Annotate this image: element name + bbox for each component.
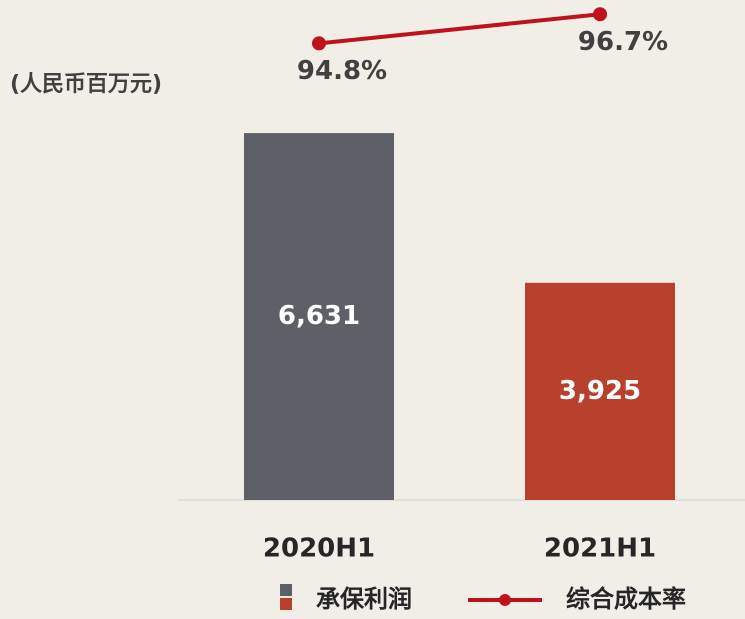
y-axis-label: (人民币百万元) <box>10 72 162 97</box>
chart: (人民币百万元) 6,631 3,925 94.8% 96.7% 2020H1 2021H… <box>0 0 745 619</box>
legend-swatch <box>280 598 292 610</box>
line-point <box>312 36 326 50</box>
legend-swatch <box>280 584 292 596</box>
x-tick-label: 2021H1 <box>544 534 656 564</box>
line-value-label: 94.8% <box>297 56 387 86</box>
legend-swatch <box>499 594 511 606</box>
line-point <box>593 7 607 21</box>
bar-value-label: 3,925 <box>559 376 641 406</box>
legend-label: 综合成本率 <box>566 585 686 613</box>
legend-label: 承保利润 <box>316 585 412 613</box>
line-value-label: 96.7% <box>578 27 668 57</box>
x-tick-label: 2020H1 <box>263 534 375 564</box>
page: {"chart_data": {"type": "bar-line", "y_l… <box>0 0 745 619</box>
bar-value-label: 6,631 <box>278 301 360 331</box>
